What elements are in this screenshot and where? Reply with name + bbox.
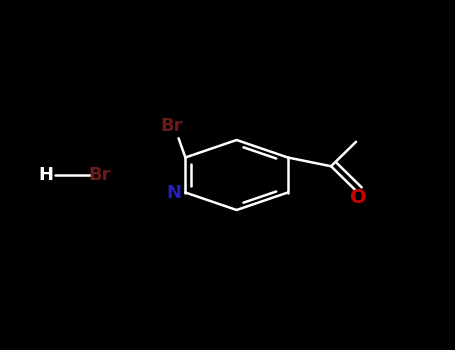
- Text: N: N: [167, 183, 182, 202]
- Text: Br: Br: [161, 117, 183, 135]
- Text: H: H: [38, 166, 53, 184]
- Text: O: O: [350, 188, 367, 207]
- Text: Br: Br: [89, 166, 111, 184]
